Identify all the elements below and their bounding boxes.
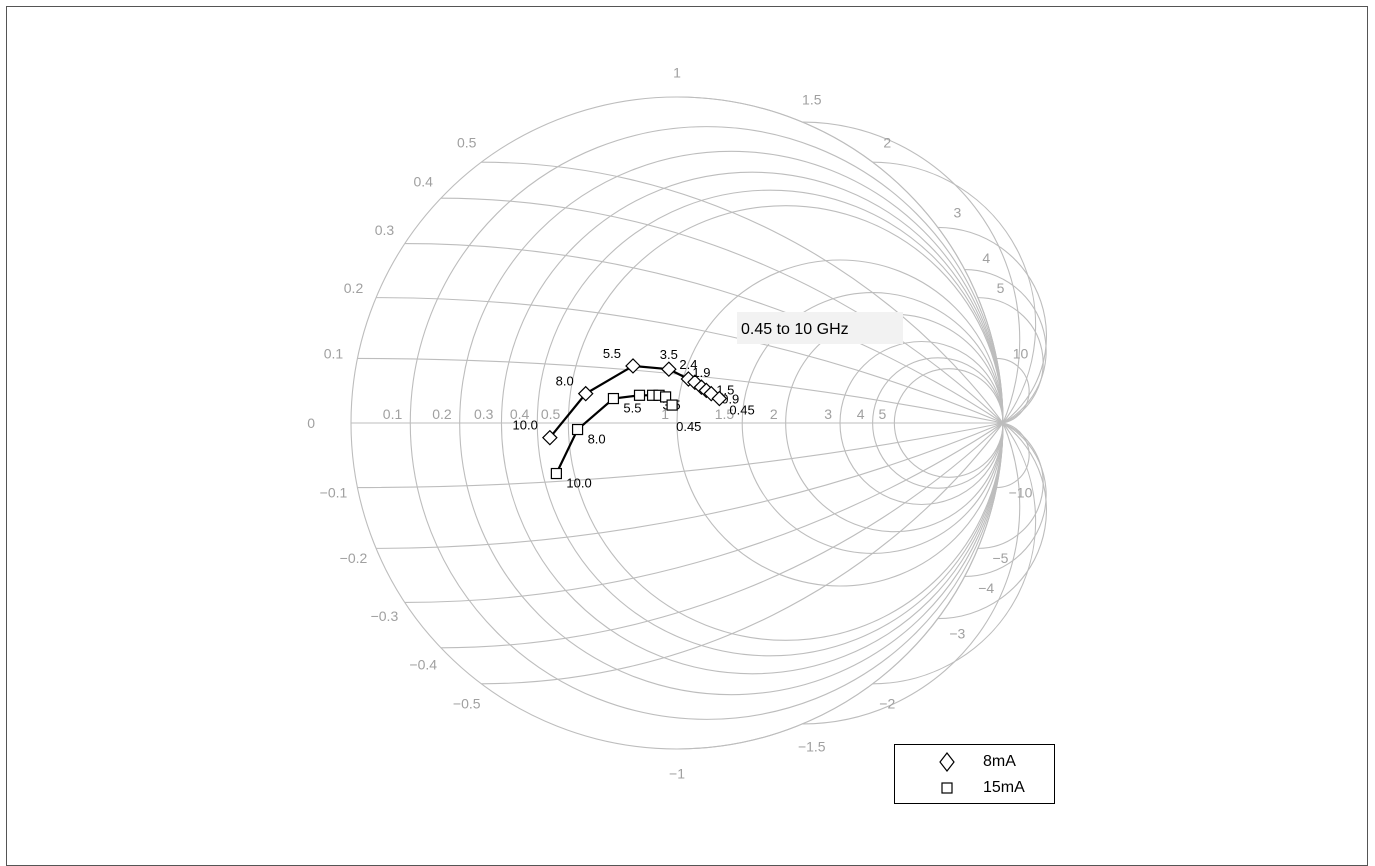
data-series: 10.08.05.53.52.41.91.50.90.4510.08.05.53… <box>513 346 755 491</box>
diamond-marker <box>661 361 677 378</box>
reactance-tick-label: 0.5 <box>457 135 477 151</box>
reactance-tick-label: 3 <box>953 205 961 221</box>
reactance-arc <box>376 297 1004 424</box>
legend-item-8ma: 8mA <box>895 750 1054 774</box>
legend-label: 8mA <box>983 753 1016 770</box>
reactance-tick-label: 5 <box>997 280 1005 296</box>
frequency-label: 10.0 <box>566 476 591 491</box>
diamond-marker <box>625 358 641 374</box>
reactance-tick-label: −0.3 <box>371 608 399 624</box>
reactance-arc <box>440 422 1004 649</box>
frequency-label: 0.45 <box>676 419 701 434</box>
resistance-tick-label: 1 <box>661 406 669 422</box>
resistance-tick-label: 5 <box>879 406 887 422</box>
reactance-arc <box>937 422 1048 620</box>
reactance-tick-label: 0.3 <box>375 222 395 238</box>
frequency-label: 5.5 <box>603 346 621 361</box>
reactance-tick-label: 1 <box>673 65 681 81</box>
reactance-arc <box>676 422 1004 750</box>
diamond-marker <box>542 429 558 446</box>
reactance-tick-label: −0.5 <box>453 695 481 711</box>
reactance-tick-label: −1.5 <box>798 738 826 754</box>
frequency-label: 0.45 <box>729 403 754 418</box>
reactance-tick-label: 0.2 <box>344 280 364 296</box>
reactance-tick-label: 4 <box>982 250 990 266</box>
reactance-arc <box>937 226 1048 424</box>
reactance-tick-label: 2 <box>883 135 891 151</box>
legend: 8mA 15mA <box>894 744 1055 804</box>
square-marker <box>659 391 672 403</box>
square-marker <box>666 399 678 411</box>
frequency-label: 5.5 <box>623 401 641 416</box>
reactance-tick-label: −1 <box>669 765 685 781</box>
frequency-label: 3.5 <box>660 347 678 362</box>
square-marker <box>607 392 620 405</box>
resistance-tick-label: 0.2 <box>432 406 452 422</box>
resistance-tick-label: 0.5 <box>541 406 561 422</box>
reactance-tick-label: −10 <box>1009 484 1033 500</box>
reactance-arc <box>481 422 1004 685</box>
reactance-arc <box>872 422 1037 685</box>
frequency-label: 0.9 <box>721 392 739 407</box>
diamond-marker-icon <box>939 752 955 772</box>
annotation-text: 0.45 to 10 GHz <box>741 321 849 338</box>
reactance-tick-label: −2 <box>879 695 895 711</box>
reactance-arc <box>802 422 1021 725</box>
smith-axis-labels: 0.10.20.30.40.511.5234510−0.1−0.2−0.3−0.… <box>307 65 1032 782</box>
reactance-arc <box>357 422 1004 489</box>
reactance-tick-label: −0.2 <box>340 550 368 566</box>
square-marker <box>571 423 584 436</box>
diamond-marker <box>577 385 594 402</box>
reactance-tick-label: −4 <box>978 580 994 596</box>
reactance-tick-label: −5 <box>993 550 1009 566</box>
legend-label: 15mA <box>983 779 1025 796</box>
resistance-tick-label: 3 <box>824 406 832 422</box>
reactance-tick-label: −0.1 <box>320 484 348 500</box>
frequency-label: 10.0 <box>513 418 538 433</box>
chart-frame <box>6 6 1368 866</box>
reactance-arc <box>802 121 1021 424</box>
resistance-tick-label: 4 <box>857 406 865 422</box>
annotation-box <box>737 312 903 344</box>
reactance-arc <box>404 422 1004 603</box>
reactance-tick-label: −3 <box>949 625 965 641</box>
resistance-tick-label: 1.5 <box>715 406 735 422</box>
smith-grid <box>350 96 1048 750</box>
frequency-annotation: 0.45 to 10 GHz <box>737 312 903 344</box>
reactance-arc <box>996 357 1030 424</box>
reactance-arc <box>440 197 1004 424</box>
reactance-tick-label: 0.1 <box>324 346 344 362</box>
resistance-tick-label: 0.4 <box>510 406 530 422</box>
frequency-label: 1.9 <box>692 365 710 380</box>
reactance-arc <box>676 96 1004 424</box>
square-marker <box>550 467 562 480</box>
reactance-arc <box>996 422 1030 489</box>
resistance-tick-label: 0.1 <box>383 406 403 422</box>
reactance-tick-label: −0.4 <box>409 657 437 673</box>
center-zero-label: 0 <box>307 415 315 431</box>
reactance-arc <box>404 243 1004 424</box>
reactance-arc <box>872 161 1037 424</box>
frequency-label: 8.0 <box>588 432 606 447</box>
reactance-arc <box>376 422 1004 549</box>
reactance-arc <box>481 161 1004 424</box>
reactance-tick-label: 10 <box>1013 346 1029 362</box>
reactance-tick-label: 0.4 <box>413 173 433 189</box>
resistance-tick-label: 2 <box>770 406 778 422</box>
frequency-label: 8.0 <box>556 374 574 389</box>
frequency-label: 2.4 <box>679 357 697 372</box>
diamond-marker <box>711 390 728 407</box>
legend-item-15ma: 15mA <box>895 776 1054 800</box>
resistance-tick-label: 0.3 <box>474 406 494 422</box>
reactance-tick-label: 1.5 <box>802 92 822 108</box>
square-marker-icon <box>941 782 953 794</box>
square-marker <box>633 389 646 401</box>
